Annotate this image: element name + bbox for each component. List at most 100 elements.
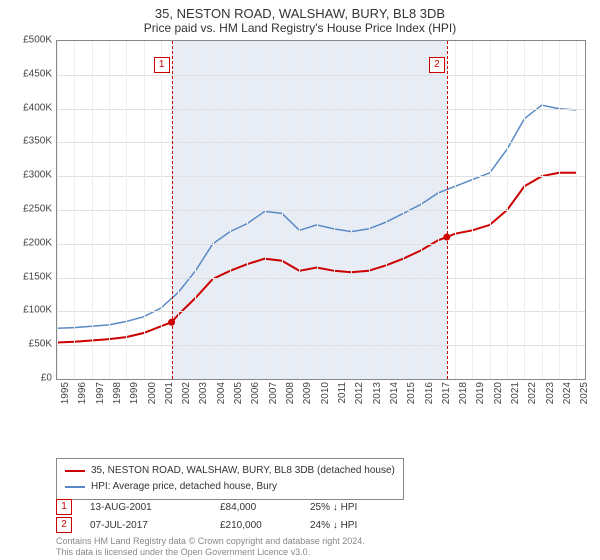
y-axis-label: £150K [4, 271, 52, 282]
gridline-v [576, 41, 577, 379]
x-axis-label: 2019 [475, 382, 486, 404]
gridline-v [92, 41, 93, 379]
x-axis-label: 2023 [545, 382, 556, 404]
legend-swatch [65, 486, 85, 488]
gridline-v [144, 41, 145, 379]
sale-number-box: 1 [56, 499, 72, 515]
x-axis-label: 2001 [164, 382, 175, 404]
x-axis-label: 1995 [60, 382, 71, 404]
gridline-v [455, 41, 456, 379]
gridline-v [369, 41, 370, 379]
sale-marker-number: 1 [154, 57, 170, 73]
chart-title-1: 35, NESTON ROAD, WALSHAW, BURY, BL8 3DB [0, 0, 600, 21]
legend-swatch [65, 470, 85, 472]
gridline-v [403, 41, 404, 379]
sale-hpi-diff: 25% ↓ HPI [310, 502, 410, 513]
x-axis-label: 2007 [268, 382, 279, 404]
x-axis-label: 1998 [112, 382, 123, 404]
gridline-v [559, 41, 560, 379]
gridline-h [57, 278, 585, 279]
gridline-v [265, 41, 266, 379]
gridline-v [57, 41, 58, 379]
y-axis-label: £450K [4, 68, 52, 79]
gridline-v [299, 41, 300, 379]
gridline-v [74, 41, 75, 379]
chart-area: 12 £0£50K£100K£150K£200K£250K£300K£350K£… [0, 40, 600, 420]
legend: 35, NESTON ROAD, WALSHAW, BURY, BL8 3DB … [56, 458, 404, 500]
y-axis-label: £250K [4, 204, 52, 215]
y-axis-label: £350K [4, 136, 52, 147]
legend-item: 35, NESTON ROAD, WALSHAW, BURY, BL8 3DB … [65, 463, 395, 479]
x-axis-label: 2024 [562, 382, 573, 404]
gridline-v [195, 41, 196, 379]
gridline-v [438, 41, 439, 379]
gridline-h [57, 75, 585, 76]
x-axis-label: 2012 [354, 382, 365, 404]
x-axis-label: 2006 [250, 382, 261, 404]
x-axis-label: 2021 [510, 382, 521, 404]
y-axis-label: £200K [4, 237, 52, 248]
x-axis-label: 2017 [441, 382, 452, 404]
gridline-v [542, 41, 543, 379]
sale-price: £210,000 [220, 520, 310, 531]
sale-price: £84,000 [220, 502, 310, 513]
x-axis-label: 2003 [198, 382, 209, 404]
chart-title-2: Price paid vs. HM Land Registry's House … [0, 21, 600, 39]
x-axis-label: 2004 [216, 382, 227, 404]
sale-marker-line [447, 41, 448, 379]
y-axis-label: £0 [4, 373, 52, 384]
sale-date: 13-AUG-2001 [90, 502, 220, 513]
y-axis-label: £300K [4, 170, 52, 181]
x-axis-label: 1997 [95, 382, 106, 404]
x-axis-label: 2018 [458, 382, 469, 404]
x-axis-label: 2009 [302, 382, 313, 404]
x-axis-label: 2022 [527, 382, 538, 404]
gridline-h [57, 142, 585, 143]
x-axis-label: 2008 [285, 382, 296, 404]
gridline-v [247, 41, 248, 379]
x-axis-label: 2014 [389, 382, 400, 404]
gridline-v [351, 41, 352, 379]
gridline-v [230, 41, 231, 379]
sale-date: 07-JUL-2017 [90, 520, 220, 531]
gridline-v [490, 41, 491, 379]
gridline-v [472, 41, 473, 379]
gridline-h [57, 345, 585, 346]
footer-line-1: Contains HM Land Registry data © Crown c… [56, 536, 365, 547]
x-axis-label: 2005 [233, 382, 244, 404]
legend-label: 35, NESTON ROAD, WALSHAW, BURY, BL8 3DB … [91, 463, 395, 479]
gridline-v [161, 41, 162, 379]
legend-label: HPI: Average price, detached house, Bury [91, 479, 277, 495]
gridline-h [57, 176, 585, 177]
y-axis-label: £400K [4, 102, 52, 113]
x-axis-label: 1996 [77, 382, 88, 404]
gridline-v [507, 41, 508, 379]
gridline-h [57, 311, 585, 312]
plot-area: 12 [56, 40, 586, 380]
x-axis-label: 2013 [372, 382, 383, 404]
legend-item: HPI: Average price, detached house, Bury [65, 479, 395, 495]
gridline-v [386, 41, 387, 379]
gridline-v [109, 41, 110, 379]
gridline-h [57, 244, 585, 245]
y-axis-label: £500K [4, 35, 52, 46]
y-axis-label: £50K [4, 339, 52, 350]
x-axis-label: 2015 [406, 382, 417, 404]
gridline-v [178, 41, 179, 379]
x-axis-label: 2020 [493, 382, 504, 404]
gridline-v [524, 41, 525, 379]
y-axis-label: £100K [4, 305, 52, 316]
x-axis-label: 2016 [424, 382, 435, 404]
gridline-h [57, 109, 585, 110]
gridline-v [421, 41, 422, 379]
sales-table-row: 207-JUL-2017£210,00024% ↓ HPI [56, 516, 410, 534]
gridline-v [282, 41, 283, 379]
sales-table-row: 1 13-AUG-2001£84,00025% ↓ HPI [56, 498, 410, 516]
sale-marker-number: 2 [429, 57, 445, 73]
sale-marker-line [172, 41, 173, 379]
sale-hpi-diff: 24% ↓ HPI [310, 520, 410, 531]
x-axis-label: 1999 [129, 382, 140, 404]
gridline-v [213, 41, 214, 379]
x-axis-label: 2025 [579, 382, 590, 404]
gridline-h [57, 210, 585, 211]
